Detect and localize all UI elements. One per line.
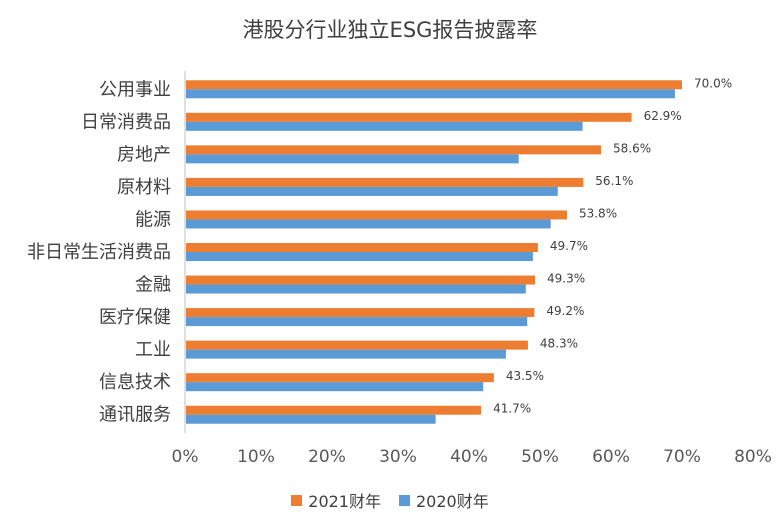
bar-2020	[186, 252, 533, 261]
category-label: 原材料	[117, 177, 171, 198]
bar-2021	[186, 112, 632, 122]
legend-label-2020: 2020财年	[416, 492, 489, 511]
category-label: 能源	[135, 209, 171, 230]
x-tick-label: 70%	[663, 447, 701, 467]
bars-group	[186, 80, 682, 424]
bar-2021	[186, 243, 538, 252]
bar-2020	[186, 382, 484, 392]
bar-2020	[186, 89, 675, 99]
legend-label-2021: 2021财年	[308, 492, 381, 511]
bar-2020	[186, 284, 526, 294]
legend-swatch-2020	[399, 494, 410, 506]
data-label: 62.9%	[644, 109, 682, 123]
legend-swatch-2021	[291, 494, 303, 506]
bar-2021	[186, 340, 528, 350]
category-label: 工业	[135, 340, 171, 361]
x-tick-label: 80%	[734, 447, 772, 467]
data-label: 53.8%	[579, 206, 617, 220]
chart-title: 港股分行业独立ESG报告披露率	[242, 18, 538, 42]
labels-group: 公用事业 70.0% 日常消费品 62.9% 房地产 58.6% 原材料 56.1% 能源 53.…	[27, 76, 732, 425]
category-label: 日常消费品	[81, 112, 171, 133]
bar-2020	[186, 121, 583, 131]
data-label: 43.5%	[506, 369, 544, 383]
bar-2021	[186, 275, 536, 285]
x-tick-label: 60%	[592, 447, 630, 467]
x-tick-label: 50%	[521, 447, 559, 467]
x-tick-label: 0%	[172, 447, 199, 467]
category-label: 非日常生活消费品	[27, 242, 171, 263]
bar-2021	[186, 177, 584, 187]
category-label: 通讯服务	[99, 405, 171, 426]
bar-2021	[186, 80, 682, 90]
bar-2020	[186, 349, 506, 359]
bar-2021	[186, 210, 567, 220]
legend-item-2020: 2020财年	[399, 488, 489, 512]
x-tick-label: 10%	[237, 447, 275, 467]
bar-2021	[186, 405, 482, 415]
bar-2020	[186, 414, 436, 424]
bar-2020	[186, 317, 528, 327]
data-label: 70.0%	[694, 76, 732, 90]
category-label: 公用事业	[99, 79, 171, 100]
category-label: 金融	[135, 275, 171, 296]
data-label: 49.2%	[546, 304, 584, 318]
data-label: 58.6%	[613, 141, 651, 155]
bar-2021	[186, 373, 494, 383]
data-label: 49.3%	[547, 272, 585, 286]
bar-2020	[186, 154, 519, 164]
bar-2021	[186, 145, 602, 155]
bar-2021	[186, 308, 535, 318]
axis-group: 0% 10% 20% 30% 40% 50% 60% 70% 80%	[172, 71, 772, 467]
bar-2020	[186, 219, 551, 229]
x-tick-label: 20%	[308, 447, 346, 467]
category-label: 房地产	[117, 144, 171, 165]
data-label: 56.1%	[595, 174, 633, 188]
category-label: 信息技术	[99, 372, 171, 393]
x-tick-label: 40%	[450, 447, 488, 467]
data-label: 48.3%	[540, 337, 578, 351]
category-label: 医疗保健	[99, 307, 171, 328]
legend-item-2021: 2021财年	[291, 488, 381, 512]
data-label: 49.7%	[550, 239, 588, 253]
bar-2020	[186, 186, 558, 196]
data-label: 41.7%	[493, 402, 531, 416]
legend: 2021财年 2020财年	[0, 488, 780, 512]
x-tick-label: 30%	[379, 447, 417, 467]
